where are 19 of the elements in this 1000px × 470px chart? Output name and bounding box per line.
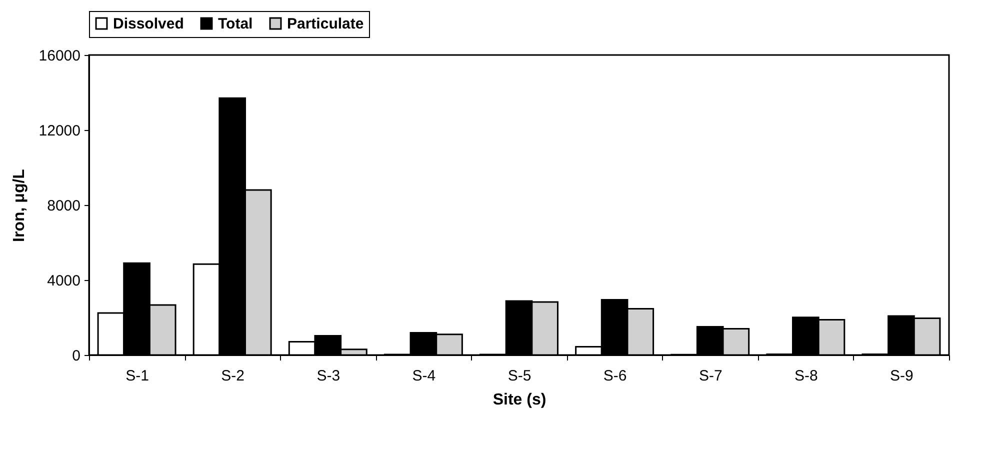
x-axis-title: Site (s) (492, 392, 546, 408)
y-axis-title: Iron, μg/L (10, 168, 28, 242)
x-tick-label: S-4 (412, 368, 436, 384)
x-tick-label: S-3 (316, 368, 340, 384)
legend-label: Particulate (287, 16, 364, 33)
x-tick-label: S-1 (126, 368, 149, 384)
x-tick-label: S-6 (603, 368, 627, 384)
legend-label: Total (218, 16, 253, 33)
x-tick-label: S-5 (508, 368, 532, 384)
y-tick-label: 16000 (38, 48, 80, 64)
x-tick-label: S-9 (890, 368, 914, 384)
x-tick-label: S-2 (221, 368, 245, 384)
legend-label: Dissolved (113, 16, 184, 33)
y-tick-label: 12000 (38, 122, 80, 140)
x-tick-label: S-7 (698, 368, 722, 384)
y-tick-label: 8000 (47, 198, 80, 214)
x-tick-label: S-8 (794, 368, 818, 384)
y-tick-label: 0 (72, 348, 80, 364)
y-tick-label: 4000 (47, 272, 80, 290)
